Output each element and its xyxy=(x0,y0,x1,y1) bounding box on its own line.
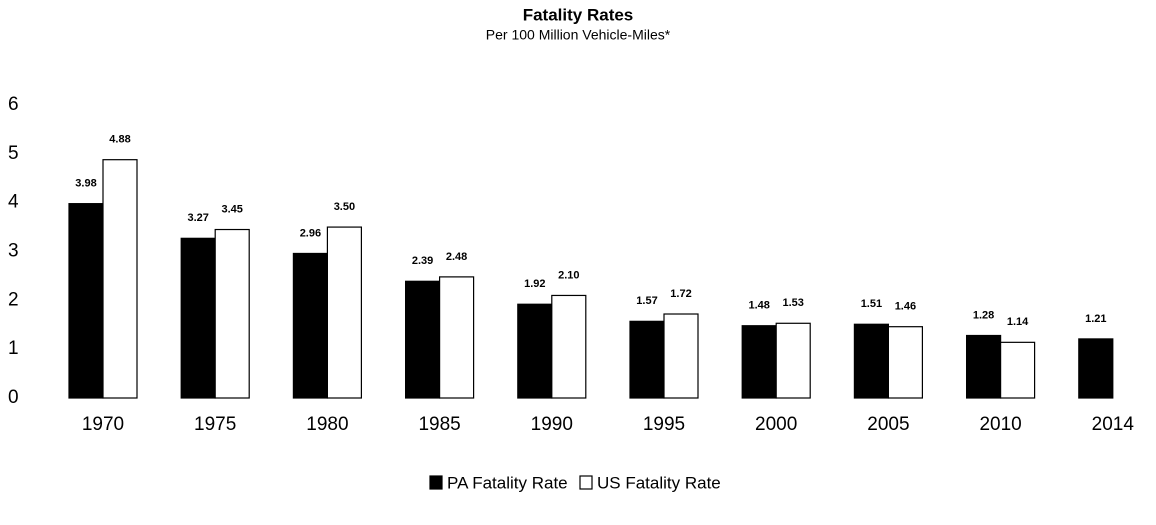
bar xyxy=(965,334,1002,399)
data-label: 2.10 xyxy=(558,269,579,281)
bar xyxy=(292,252,328,399)
data-label: 1.28 xyxy=(973,309,994,321)
data-label: 3.98 xyxy=(75,178,96,190)
x-tick-label: 2014 xyxy=(1092,414,1135,435)
bar xyxy=(102,159,138,399)
x-tick-label: 1975 xyxy=(194,414,236,435)
x-tick-label: 1990 xyxy=(531,414,573,435)
bar xyxy=(853,323,890,399)
legend-label: PA Fatality Rate xyxy=(447,473,568,492)
data-label: 4.88 xyxy=(109,134,130,146)
chart-subtitle: Per 100 Million Vehicle-Miles* xyxy=(486,27,671,43)
y-tick-label: 2 xyxy=(8,289,19,310)
x-tick-label: 2000 xyxy=(755,414,797,435)
data-label: 1.92 xyxy=(524,278,545,290)
x-tick-label: 2005 xyxy=(867,414,909,435)
bar xyxy=(517,303,553,399)
y-tick-label: 1 xyxy=(8,338,19,359)
bar xyxy=(439,276,475,399)
data-label: 3.45 xyxy=(221,203,242,215)
y-tick-label: 5 xyxy=(8,143,19,164)
bar xyxy=(629,320,665,399)
data-label: 1.21 xyxy=(1085,313,1106,325)
bar xyxy=(775,322,811,399)
data-label: 1.53 xyxy=(782,297,803,309)
chart-title: Fatality Rates xyxy=(523,5,634,24)
x-tick-label: 1995 xyxy=(643,414,685,435)
data-label: 1.72 xyxy=(670,288,691,300)
bar xyxy=(551,294,587,399)
bar xyxy=(1078,338,1114,399)
data-label: 1.46 xyxy=(895,301,916,313)
bar xyxy=(405,280,441,399)
y-tick-label: 3 xyxy=(8,241,19,262)
data-label: 3.27 xyxy=(187,212,208,224)
x-tick-label: 1985 xyxy=(418,414,460,435)
bar xyxy=(214,228,250,399)
bar xyxy=(180,237,216,399)
data-label: 2.39 xyxy=(412,255,433,267)
data-label: 1.51 xyxy=(861,298,882,310)
y-tick-label: 4 xyxy=(8,192,19,213)
legend-swatch xyxy=(579,475,593,490)
data-label: 1.48 xyxy=(748,300,769,312)
x-tick-label: 2010 xyxy=(979,414,1021,435)
legend-label: US Fatality Rate xyxy=(597,473,721,492)
y-tick-label: 0 xyxy=(8,387,19,408)
x-tick-label: 1980 xyxy=(306,414,348,435)
bar xyxy=(326,226,362,399)
bar xyxy=(999,341,1036,399)
data-label: 3.50 xyxy=(334,201,355,213)
data-label: 2.96 xyxy=(300,227,321,239)
bar xyxy=(741,325,777,399)
data-label: 1.57 xyxy=(636,295,657,307)
bar xyxy=(887,326,924,399)
bar xyxy=(68,203,104,399)
data-label: 1.14 xyxy=(1007,316,1029,328)
legend-swatch xyxy=(429,475,443,490)
x-tick-label: 1970 xyxy=(82,414,124,435)
data-label: 2.48 xyxy=(446,251,467,263)
bar xyxy=(663,313,699,399)
y-tick-label: 6 xyxy=(8,94,19,115)
